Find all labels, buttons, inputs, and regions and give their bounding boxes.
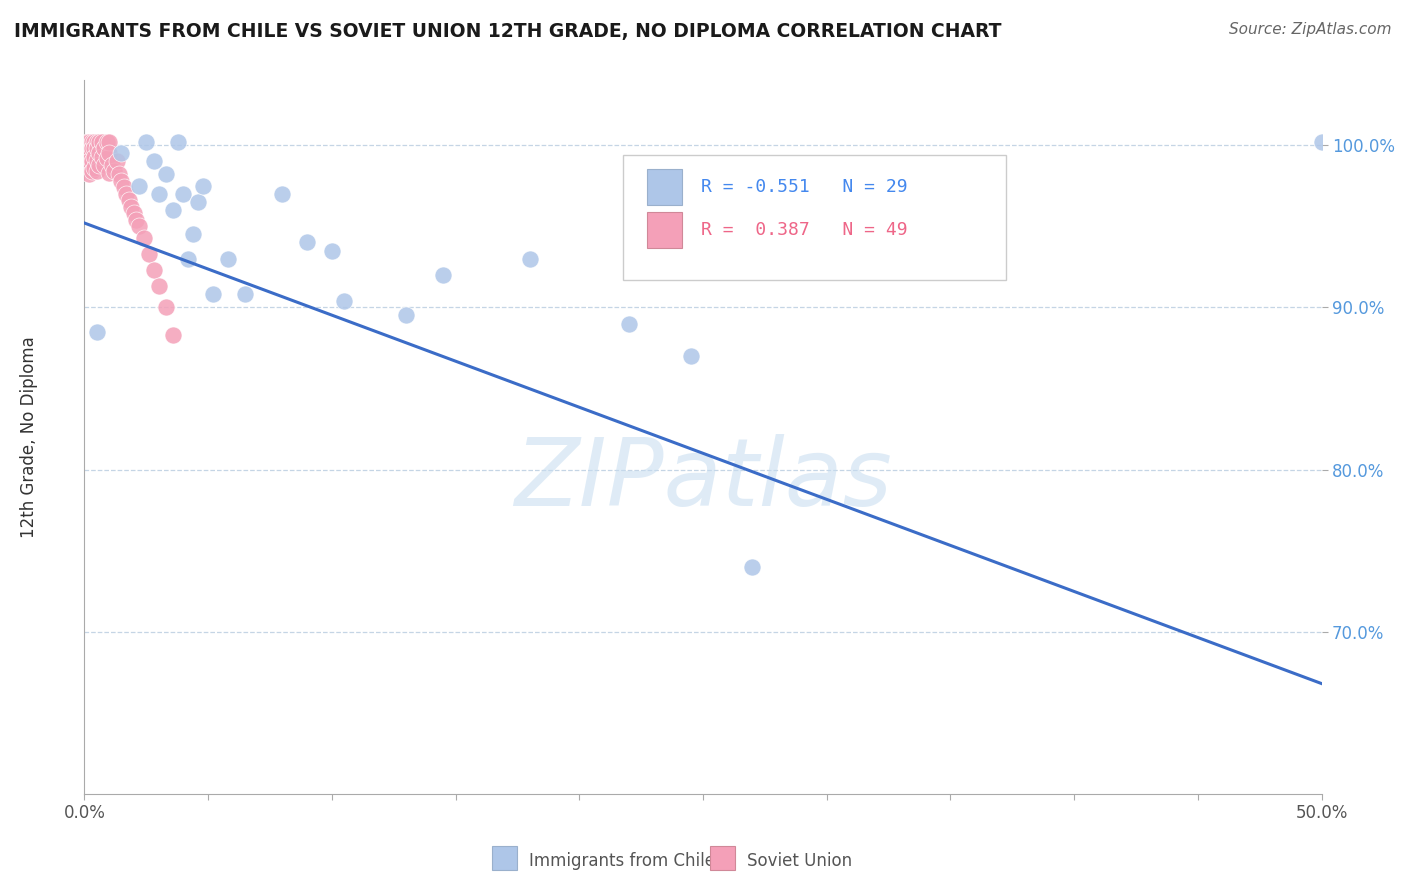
Point bbox=[93, 141, 115, 155]
Point bbox=[617, 317, 640, 331]
FancyBboxPatch shape bbox=[623, 155, 1007, 280]
Point bbox=[321, 244, 343, 258]
Text: Source: ZipAtlas.com: Source: ZipAtlas.com bbox=[1229, 22, 1392, 37]
Text: ZIPatlas: ZIPatlas bbox=[515, 434, 891, 525]
Point bbox=[80, 154, 103, 169]
Bar bbox=[647, 212, 682, 248]
Text: IMMIGRANTS FROM CHILE VS SOVIET UNION 12TH GRADE, NO DIPLOMA CORRELATION CHART: IMMIGRANTS FROM CHILE VS SOVIET UNION 12… bbox=[14, 22, 1001, 41]
Point bbox=[90, 135, 112, 149]
Point bbox=[191, 178, 214, 193]
Point bbox=[128, 178, 150, 193]
Point bbox=[172, 186, 194, 201]
Point bbox=[217, 252, 239, 266]
Point bbox=[135, 135, 157, 149]
Point bbox=[86, 153, 108, 167]
Point bbox=[76, 158, 98, 172]
Point bbox=[162, 202, 184, 217]
Point bbox=[79, 135, 101, 149]
Point bbox=[83, 135, 105, 149]
Text: R = -0.551   N = 29: R = -0.551 N = 29 bbox=[700, 178, 907, 196]
Point bbox=[128, 219, 150, 234]
Point bbox=[89, 146, 111, 161]
Point bbox=[142, 154, 165, 169]
Point bbox=[89, 135, 111, 149]
Point bbox=[679, 349, 702, 363]
Point bbox=[120, 200, 142, 214]
Point bbox=[187, 194, 209, 209]
Point bbox=[86, 164, 108, 178]
Text: Soviet Union: Soviet Union bbox=[747, 852, 852, 870]
Point bbox=[295, 235, 318, 250]
Point bbox=[90, 149, 112, 163]
Point bbox=[76, 146, 98, 161]
Text: R =  0.387   N = 49: R = 0.387 N = 49 bbox=[700, 221, 907, 239]
Point bbox=[93, 158, 115, 172]
Point bbox=[86, 325, 108, 339]
Point bbox=[148, 279, 170, 293]
Point bbox=[181, 227, 204, 242]
Point bbox=[89, 158, 111, 172]
Point bbox=[271, 186, 294, 201]
Point bbox=[138, 247, 160, 261]
Point bbox=[83, 161, 105, 175]
Point bbox=[76, 135, 98, 149]
Point bbox=[162, 327, 184, 342]
Point bbox=[79, 141, 101, 155]
Point bbox=[1310, 135, 1333, 149]
Point bbox=[98, 166, 121, 180]
Point bbox=[132, 230, 155, 244]
Point bbox=[741, 559, 763, 574]
Point bbox=[155, 167, 177, 181]
Point bbox=[432, 268, 454, 282]
Point bbox=[167, 135, 190, 149]
Point bbox=[841, 252, 863, 266]
Point bbox=[80, 141, 103, 155]
Point bbox=[83, 141, 105, 155]
Point bbox=[519, 252, 541, 266]
Point bbox=[86, 135, 108, 149]
Point bbox=[118, 194, 141, 208]
Point bbox=[112, 180, 135, 194]
Point bbox=[333, 293, 356, 308]
Text: 12th Grade, No Diploma: 12th Grade, No Diploma bbox=[20, 336, 38, 538]
Point bbox=[115, 186, 138, 201]
Point bbox=[110, 146, 132, 161]
Point bbox=[233, 287, 256, 301]
Point bbox=[98, 135, 121, 149]
Point bbox=[142, 263, 165, 277]
Point bbox=[79, 167, 101, 181]
Bar bbox=[647, 169, 682, 205]
Point bbox=[103, 164, 125, 178]
Point bbox=[108, 167, 131, 181]
Point bbox=[80, 135, 103, 149]
Point bbox=[155, 301, 177, 315]
Point bbox=[148, 186, 170, 201]
Point bbox=[125, 212, 148, 227]
Text: Immigrants from Chile: Immigrants from Chile bbox=[529, 852, 714, 870]
Point bbox=[122, 206, 145, 220]
Point bbox=[202, 287, 225, 301]
Point bbox=[86, 141, 108, 155]
Point bbox=[105, 154, 128, 169]
Point bbox=[96, 135, 118, 149]
Point bbox=[83, 149, 105, 163]
Point bbox=[110, 174, 132, 188]
Point bbox=[96, 151, 118, 165]
Point bbox=[80, 164, 103, 178]
Point bbox=[177, 252, 200, 266]
Point bbox=[395, 309, 418, 323]
Point bbox=[98, 146, 121, 161]
Point bbox=[100, 158, 122, 172]
Point bbox=[79, 154, 101, 169]
